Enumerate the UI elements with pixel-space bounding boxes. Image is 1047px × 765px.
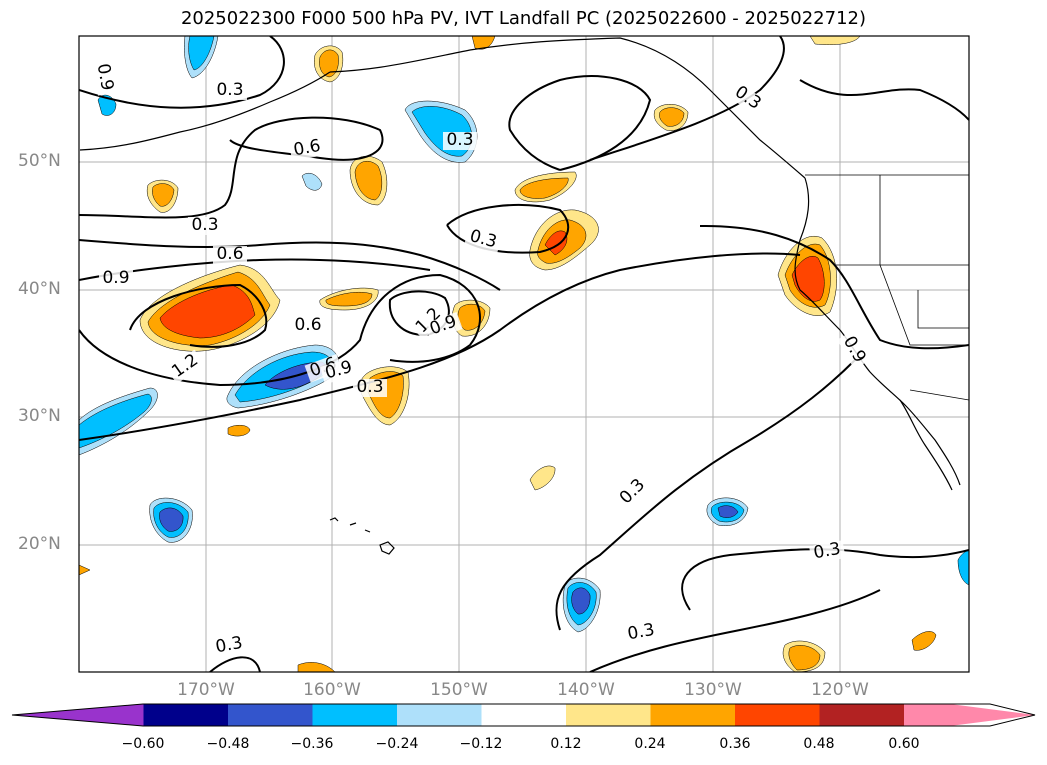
positive-anomaly <box>227 425 251 437</box>
contour-label-bg <box>353 379 387 397</box>
contour-label-bg <box>424 311 463 341</box>
pv-contours <box>79 36 969 672</box>
contour-label-bg <box>291 317 325 335</box>
contour-label: 0.6 <box>216 244 243 264</box>
map-title: 2025022300 F000 500 hPa PV, IVT Landfall… <box>180 8 867 29</box>
negative-anomaly <box>159 507 184 532</box>
contour-label-bg <box>92 59 116 96</box>
contour-label-bg <box>211 634 248 658</box>
contour-label-bg <box>99 270 133 288</box>
lat-label: 30°N <box>18 406 61 426</box>
negative-anomaly <box>188 36 215 71</box>
lat-label: 40°N <box>18 279 61 299</box>
colorbar-segment <box>819 704 904 726</box>
colorbar-segment <box>12 704 144 726</box>
contour-label: 0.3 <box>446 130 473 150</box>
positive-anomaly <box>788 645 821 671</box>
positive-anomaly <box>325 292 373 307</box>
contour-label: 0.3 <box>626 620 656 644</box>
contour-label: 0.3 <box>191 215 218 235</box>
positive-anomaly <box>297 662 336 672</box>
lon-label: 160°W <box>303 680 361 700</box>
contour-label: 0.9 <box>93 62 117 92</box>
contour-label-bg <box>837 330 870 370</box>
contour-label-bg <box>623 621 660 645</box>
colorbar-tick-label: 0.60 <box>888 736 920 752</box>
colorbar-tick-label: −0.36 <box>290 736 334 752</box>
contour-label-bg <box>166 349 205 384</box>
positive-anomaly <box>519 177 569 199</box>
map-frame-bg <box>79 36 969 672</box>
contour-label: 0.6 <box>292 136 322 160</box>
colorbar-tick-label: 0.24 <box>634 736 666 752</box>
lat-label: 50°N <box>18 151 61 171</box>
contour-label-bg <box>188 217 222 235</box>
lon-label: 130°W <box>684 680 742 700</box>
colorbar-tick-label: 0.36 <box>719 736 751 752</box>
colorbar-segment <box>650 704 735 726</box>
contour-label-bg <box>289 137 326 161</box>
contour-label-bg <box>443 132 477 150</box>
colorbar-outline <box>11 703 1036 727</box>
baja-coast <box>899 399 953 491</box>
contour-label: 0.3 <box>356 377 383 397</box>
lon-label: 170°W <box>177 680 235 700</box>
contour-label-bg <box>213 82 247 100</box>
contour-label: 0.6 <box>294 315 321 335</box>
contour-label-bg <box>728 81 767 116</box>
negative-anomaly <box>571 587 591 615</box>
colorbar-segment <box>481 704 566 726</box>
negative-anomaly <box>957 549 969 586</box>
colorbar-tick-label: −0.60 <box>121 736 165 752</box>
negative-anomaly <box>97 94 117 116</box>
positive-anomaly <box>152 183 175 207</box>
positive-anomaly <box>659 107 685 127</box>
contour-label-bg <box>809 540 846 564</box>
contour-label-bg <box>614 473 652 511</box>
colorbar-segment <box>228 704 313 726</box>
colorbar-segment <box>312 704 397 726</box>
colorbar-tick-label: −0.12 <box>459 736 503 752</box>
contour-label: 0.3 <box>214 633 244 657</box>
colorbar-tick-label: −0.48 <box>206 736 250 752</box>
contour-label-bg <box>213 246 247 264</box>
colorbar-tick-label: −0.24 <box>375 736 419 752</box>
negative-anomaly <box>717 505 739 518</box>
positive-anomaly <box>319 49 339 78</box>
contour-label-bg <box>464 227 502 254</box>
contour-label-bg <box>410 302 448 340</box>
alaska-coast <box>329 37 806 179</box>
positive-anomaly <box>354 160 383 201</box>
contour-label: 0.3 <box>812 539 842 563</box>
hawaii <box>329 517 395 555</box>
map-border <box>78 35 970 673</box>
colorbar-segment <box>566 704 651 726</box>
aleutian-islands <box>79 71 331 151</box>
contour-labels: 0.90.30.60.30.60.30.30.60.90.61.20.91.20… <box>92 59 870 658</box>
colorbar <box>11 703 1036 727</box>
colorbar-segment <box>904 704 1035 726</box>
lon-label: 120°W <box>811 680 869 700</box>
contour-label: 0.3 <box>216 80 243 100</box>
colorbar-tick-label: 0.12 <box>550 736 582 752</box>
contour-label-bg <box>320 358 358 385</box>
colorbar-tick-label: 0.48 <box>803 736 835 752</box>
coastlines <box>79 37 961 555</box>
lat-label: 20°N <box>18 534 61 554</box>
contour-label: 0.9 <box>102 268 129 288</box>
lon-label: 150°W <box>430 680 488 700</box>
colorbar-segment <box>143 704 228 726</box>
positive-anomaly <box>79 564 91 576</box>
colorbar-segment <box>397 704 482 726</box>
lon-label: 140°W <box>557 680 615 700</box>
positive-anomaly <box>911 631 937 651</box>
colorbar-segment <box>735 704 820 726</box>
positive-anomaly <box>159 284 256 339</box>
negative-anomaly <box>301 173 323 191</box>
political-borders <box>805 174 969 401</box>
positive-anomaly <box>529 465 556 491</box>
